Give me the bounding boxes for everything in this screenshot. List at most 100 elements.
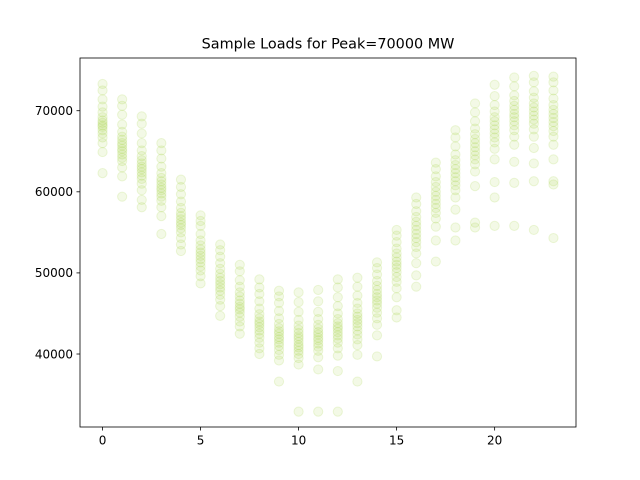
data-point-hour-10-15	[293, 297, 304, 308]
data-point-hour-0-14	[97, 85, 108, 96]
points-layer	[97, 70, 559, 417]
data-point-hour-4-3	[175, 227, 187, 238]
data-point-hour-23-11	[548, 104, 559, 116]
data-point-hour-2-5	[136, 170, 147, 181]
data-point-hour-23-16	[548, 71, 559, 82]
data-point-hour-18-3	[450, 192, 461, 203]
data-point-hour-11-7	[313, 332, 324, 343]
data-point-hour-3-13	[156, 153, 167, 164]
data-point-hour-8-2	[254, 337, 265, 348]
x-tick-label-10: 10	[291, 434, 306, 448]
data-point-hour-9-3	[273, 344, 285, 356]
data-point-hour-13-13	[352, 290, 363, 301]
data-point-hour-22-11	[528, 98, 539, 109]
data-point-hour-0-7	[97, 120, 108, 131]
data-point-hour-21-7	[509, 116, 520, 127]
data-point-hour-21-8	[509, 112, 520, 123]
data-point-hour-9-15	[273, 291, 285, 302]
data-point-hour-20-5	[489, 137, 500, 148]
data-point-hour-12-13	[332, 301, 343, 312]
data-point-hour-14-4	[371, 307, 383, 318]
data-point-hour-1-11	[117, 131, 128, 142]
data-point-hour-19-6	[469, 150, 481, 161]
data-point-hour-5-14	[195, 210, 206, 221]
data-point-hour-22-13	[528, 86, 539, 97]
data-point-hour-4-8	[175, 211, 187, 222]
data-point-hour-21-14	[509, 81, 520, 92]
data-point-hour-9-13	[273, 305, 285, 317]
data-point-hour-21-13	[509, 90, 520, 101]
data-point-hour-6-10	[215, 263, 226, 274]
data-point-hour-18-11	[450, 155, 461, 166]
axes-frame	[79, 57, 577, 428]
data-point-hour-12-7	[332, 327, 343, 338]
data-point-hour-17-14	[430, 157, 441, 168]
data-point-hour-18-13	[450, 141, 461, 152]
data-point-hour-10-10	[293, 327, 304, 339]
data-point-hour-16-4	[411, 241, 422, 253]
data-point-hour-12-10	[332, 318, 343, 329]
data-point-hour-10-2	[293, 352, 304, 364]
data-point-hour-13-3	[352, 334, 363, 345]
data-point-hour-10-8	[293, 333, 304, 344]
data-point-hour-18-8	[450, 168, 461, 179]
data-point-hour-0-4	[97, 128, 108, 139]
data-point-hour-1-6	[117, 146, 128, 157]
data-point-hour-18-7	[450, 172, 461, 183]
data-point-hour-6-1	[215, 301, 226, 312]
data-point-hour-6-13	[215, 245, 226, 256]
data-point-hour-10-12	[293, 320, 304, 331]
data-point-hour-17-9	[430, 186, 441, 197]
data-point-hour-13-10	[352, 308, 363, 319]
data-point-hour-15-15	[391, 224, 402, 236]
data-point-hour-1-7	[117, 143, 128, 154]
data-point-hour-21-10	[509, 104, 520, 116]
data-point-hour-17-1	[430, 235, 441, 246]
data-point-hour-9-9	[273, 326, 285, 337]
data-point-hour-22-10	[528, 102, 539, 113]
data-point-hour-1-14	[117, 109, 128, 120]
data-point-hour-18-1	[450, 222, 461, 233]
data-point-hour-1-1	[117, 171, 128, 182]
data-point-hour-5-0	[195, 278, 206, 289]
data-point-hour-0-10	[97, 112, 108, 123]
data-point-hour-4-1	[175, 239, 187, 250]
data-point-hour-14-12	[371, 275, 383, 287]
data-point-hour-5-5	[195, 254, 206, 265]
data-point-hour-15-6	[391, 267, 402, 278]
data-point-hour-19-8	[469, 142, 481, 153]
data-point-hour-15-14	[391, 230, 402, 241]
data-point-hour-3-3	[156, 195, 167, 206]
data-point-hour-6-6	[215, 279, 226, 290]
data-point-hour-23-13	[548, 93, 559, 104]
data-point-hour-13-0	[352, 376, 363, 387]
data-point-hour-6-4	[215, 285, 226, 296]
data-point-hour-15-13	[391, 236, 402, 248]
data-point-hour-3-2	[156, 202, 167, 213]
data-point-hour-3-10	[156, 172, 167, 184]
data-point-hour-13-9	[352, 311, 363, 322]
data-point-hour-13-7	[352, 318, 363, 329]
data-point-hour-14-3	[371, 313, 383, 324]
data-point-hour-14-9	[371, 288, 383, 300]
data-point-hour-3-7	[156, 182, 167, 193]
data-point-hour-12-6	[332, 330, 343, 341]
data-point-hour-21-11	[509, 100, 520, 111]
data-point-hour-7-10	[234, 287, 245, 298]
data-point-hour-10-16	[293, 287, 304, 298]
data-point-hour-2-15	[136, 118, 147, 129]
data-point-hour-18-2	[450, 204, 461, 215]
data-point-hour-16-6	[411, 232, 422, 244]
data-point-hour-6-12	[215, 251, 226, 262]
data-point-hour-22-9	[528, 106, 539, 117]
data-point-hour-13-2	[352, 339, 363, 351]
data-point-hour-3-8	[156, 179, 167, 190]
data-point-hour-7-8	[234, 295, 245, 306]
data-point-hour-10-5	[293, 342, 304, 353]
data-point-hour-3-5	[156, 188, 167, 199]
data-point-hour-4-6	[175, 217, 187, 228]
data-point-hour-5-8	[195, 244, 206, 255]
data-point-hour-15-11	[391, 248, 402, 259]
data-point-hour-21-15	[509, 72, 520, 83]
